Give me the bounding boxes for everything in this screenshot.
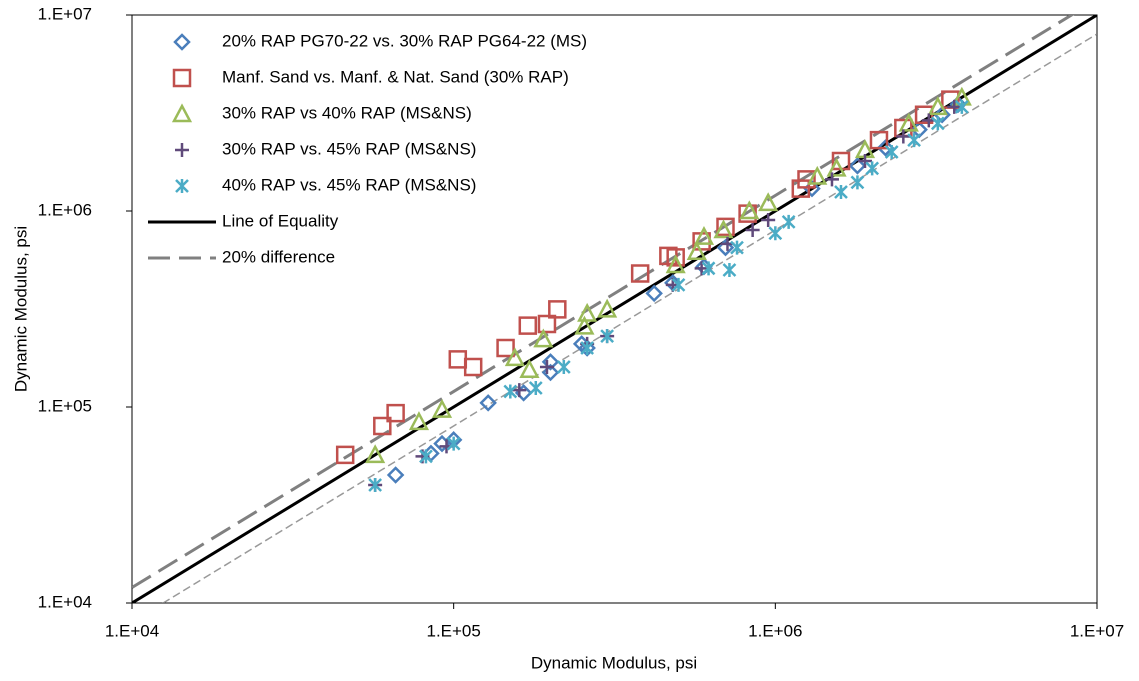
data-point	[730, 240, 744, 255]
data-point	[479, 394, 497, 412]
data-point	[954, 99, 969, 114]
data-point	[335, 445, 355, 465]
data-point	[848, 157, 867, 175]
data-point	[446, 436, 461, 451]
data-point	[758, 192, 779, 212]
data-point	[665, 254, 686, 274]
data-point	[533, 328, 554, 348]
data-point	[386, 466, 405, 484]
data-point	[503, 384, 518, 399]
data-point	[686, 241, 707, 260]
data-point	[768, 226, 783, 241]
legend-label: Line of Equality	[222, 211, 339, 230]
legend-marker	[173, 33, 191, 51]
data-point	[927, 96, 948, 116]
data-point	[791, 179, 811, 198]
data-point	[431, 398, 453, 418]
data-point	[528, 381, 543, 396]
x-tick-label: 1.E+05	[426, 621, 480, 640]
data-point	[907, 133, 921, 148]
data-point	[739, 200, 760, 220]
reference-line	[132, 15, 1075, 589]
y-tick-label: 1.E+04	[38, 592, 92, 611]
data-point	[597, 298, 618, 318]
legend-marker	[172, 68, 192, 88]
data-point	[693, 225, 715, 245]
legend-label: 40% RAP vs. 45% RAP (MS&NS)	[222, 175, 476, 194]
data-point	[896, 129, 911, 144]
data-point	[365, 444, 386, 464]
y-tick-label: 1.E+06	[38, 200, 92, 219]
x-tick-label: 1.E+06	[748, 621, 802, 640]
data-point	[518, 316, 538, 335]
data-point	[826, 157, 847, 177]
data-point	[408, 411, 430, 431]
legend-label: 30% RAP vs. 45% RAP (MS&NS)	[222, 139, 476, 158]
data-point	[671, 277, 686, 292]
data-point	[716, 238, 735, 257]
data-point	[519, 359, 540, 378]
data-point	[745, 222, 760, 237]
data-point	[831, 151, 851, 171]
data-point	[761, 212, 776, 227]
data-point	[373, 416, 392, 436]
data-point	[548, 300, 567, 319]
legend-label: Manf. Sand vs. Manf. & Nat. Sand (30% RA…	[222, 67, 569, 86]
data-point	[722, 263, 737, 278]
data-point	[797, 170, 816, 189]
legend-label: 30% RAP vs 40% RAP (MS&NS)	[222, 103, 472, 122]
data-point	[512, 383, 527, 398]
data-point	[930, 116, 945, 131]
data-point	[368, 477, 383, 492]
reference-line	[161, 33, 1097, 603]
data-point	[701, 261, 716, 276]
x-tick-label: 1.E+04	[105, 621, 159, 640]
x-axis-title: Dynamic Modulus, psi	[531, 653, 697, 672]
data-point	[694, 261, 709, 276]
data-point	[630, 264, 650, 283]
legend-marker	[175, 143, 189, 157]
data-point	[898, 112, 919, 132]
legend-label: 20% difference	[222, 247, 335, 266]
data-point	[807, 165, 828, 185]
data-point	[666, 248, 685, 267]
x-tick-label: 1.E+07	[1070, 621, 1124, 640]
data-point	[692, 232, 711, 251]
data-point	[947, 99, 962, 114]
data-point	[659, 246, 678, 266]
y-tick-label: 1.E+07	[38, 4, 92, 23]
data-point	[914, 105, 934, 124]
data-point	[850, 175, 865, 190]
data-point	[716, 217, 735, 237]
data-point	[824, 172, 839, 187]
data-point	[556, 359, 571, 374]
data-point	[496, 338, 515, 358]
data-point	[834, 185, 848, 200]
legend-marker	[175, 179, 189, 193]
data-point	[865, 161, 880, 176]
y-axis-title: Dynamic Modulus, psi	[11, 226, 30, 392]
data-point	[419, 449, 433, 464]
data-point	[933, 105, 951, 124]
data-point	[539, 359, 554, 374]
data-point	[884, 144, 899, 159]
data-point	[577, 302, 598, 322]
data-point	[386, 403, 405, 423]
legend-label: 20% RAP PG70-22 vs. 30% RAP PG64-22 (MS)	[222, 31, 587, 50]
data-point	[781, 214, 796, 229]
data-point	[541, 353, 560, 371]
data-point	[876, 139, 895, 157]
data-point	[574, 315, 595, 335]
data-point	[580, 340, 595, 355]
data-point	[504, 347, 525, 367]
data-point	[713, 219, 734, 239]
data-point	[600, 329, 615, 344]
y-tick-label: 1.E+05	[38, 396, 92, 415]
data-point	[463, 357, 483, 377]
data-point	[645, 284, 663, 303]
legend-marker	[171, 103, 193, 123]
data-point	[857, 153, 872, 168]
